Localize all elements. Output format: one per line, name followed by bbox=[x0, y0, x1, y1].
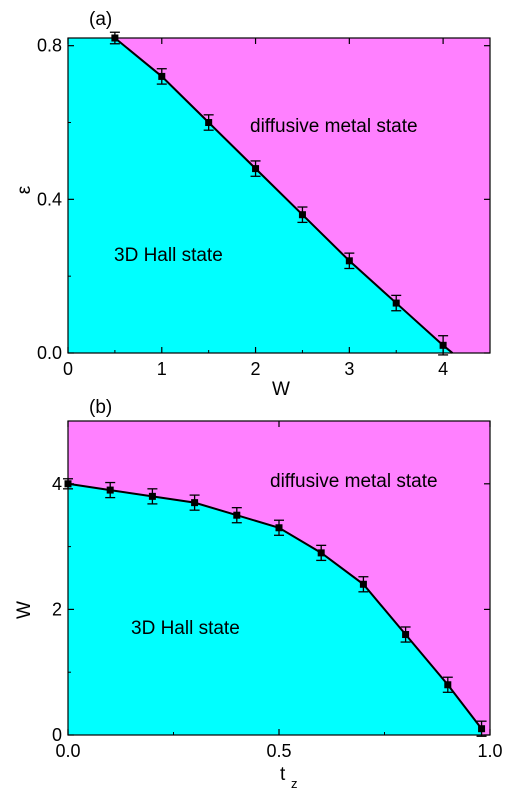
data-point-marker bbox=[205, 119, 213, 127]
panel-b-ticks: 0.0 0.5 1.0 0 2 4 bbox=[52, 421, 503, 761]
data-point bbox=[316, 544, 327, 562]
y-tick-label: 4 bbox=[52, 474, 62, 494]
hall-state-region bbox=[68, 38, 453, 353]
data-point bbox=[147, 488, 158, 505]
x-tick-label: 1 bbox=[157, 359, 167, 379]
data-point-marker bbox=[402, 631, 410, 639]
y-tick-label: 0 bbox=[52, 725, 62, 745]
diffusive-metal-label: diffusive metal state bbox=[250, 116, 418, 137]
data-point bbox=[297, 206, 308, 224]
data-point bbox=[344, 252, 355, 270]
hall-state-label: 3D Hall state bbox=[131, 618, 240, 639]
data-point bbox=[274, 519, 284, 536]
y-tick-label: 0.4 bbox=[37, 189, 62, 209]
data-point bbox=[442, 676, 453, 693]
panel-a-label: (a) bbox=[89, 9, 112, 30]
data-point-marker bbox=[359, 580, 367, 588]
data-point-marker bbox=[392, 299, 400, 307]
data-point-marker bbox=[439, 341, 447, 349]
x-tick-label: 4 bbox=[438, 359, 448, 379]
data-point-marker bbox=[233, 511, 241, 519]
hall-state-region bbox=[68, 483, 482, 735]
x-tick-label: 1.0 bbox=[477, 741, 502, 761]
panel-a-data-marks bbox=[109, 31, 454, 356]
data-point bbox=[105, 481, 116, 499]
panel-a-y-axis-title: ε bbox=[14, 185, 35, 194]
data-point-marker bbox=[158, 72, 166, 80]
panel-a-ticks: 0 1 2 3 4 0.0 0.4 0.8 bbox=[37, 36, 490, 379]
x-tick-label: 0.0 bbox=[55, 741, 80, 761]
data-point bbox=[400, 626, 411, 643]
data-point-marker bbox=[275, 524, 283, 532]
panel-b-x-axis-title: t bbox=[280, 764, 286, 785]
data-point bbox=[156, 68, 167, 85]
panel-b-data-marks bbox=[63, 478, 487, 737]
data-point-marker bbox=[478, 725, 486, 733]
data-point bbox=[203, 114, 214, 131]
hall-state-label: 3D Hall state bbox=[114, 245, 223, 266]
data-point bbox=[476, 720, 487, 737]
panel-a-x-axis-title: W bbox=[272, 379, 290, 400]
panel-b-label: (b) bbox=[89, 397, 112, 418]
data-point-marker bbox=[444, 681, 452, 689]
data-point bbox=[358, 576, 369, 593]
y-tick-label: 0.0 bbox=[37, 343, 62, 363]
x-tick-label: 0.5 bbox=[266, 741, 291, 761]
panel-a-plot-frame bbox=[67, 37, 491, 354]
data-point-marker bbox=[298, 211, 306, 219]
data-point bbox=[189, 494, 200, 511]
data-point-marker bbox=[148, 492, 156, 500]
data-point bbox=[438, 335, 449, 356]
x-tick-label: 3 bbox=[344, 359, 354, 379]
data-point bbox=[391, 294, 402, 312]
data-point-marker bbox=[317, 549, 325, 557]
panel-b-y-axis-title: W bbox=[14, 601, 35, 619]
diffusive-metal-label: diffusive metal state bbox=[270, 471, 438, 492]
panel-b-x-axis-subscript: z bbox=[291, 776, 298, 789]
panel-b: 0.0 0.5 1.0 0 2 4 diffusive metal state 3D Ha… bbox=[14, 397, 503, 789]
data-point-marker bbox=[106, 486, 114, 494]
data-point-marker bbox=[191, 499, 199, 507]
data-point bbox=[231, 507, 242, 524]
data-point-marker bbox=[252, 165, 260, 173]
y-tick-label: 2 bbox=[52, 599, 62, 619]
data-point bbox=[250, 160, 261, 177]
x-tick-label: 0 bbox=[63, 359, 73, 379]
y-tick-label: 0.8 bbox=[37, 36, 62, 56]
x-tick-label: 2 bbox=[251, 359, 261, 379]
data-point-marker bbox=[345, 257, 353, 265]
panel-a: 0 1 2 3 4 0.0 0.4 0.8 diffusive metal state 3D … bbox=[14, 9, 491, 400]
